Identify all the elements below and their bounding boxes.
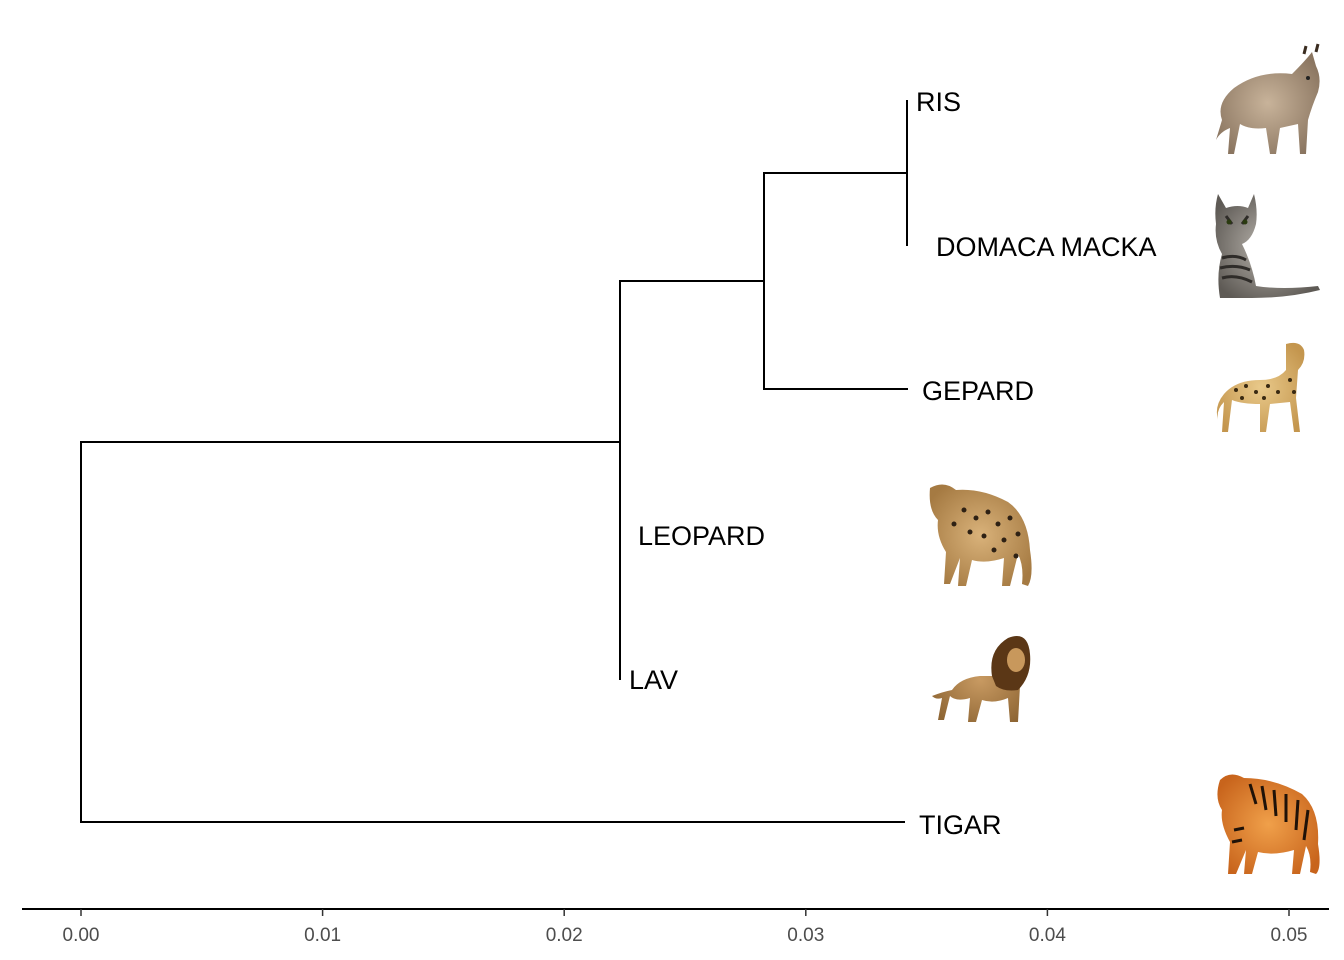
tip-label-lav: LAV [629,665,678,695]
x-axis: 0.00 0.01 0.02 0.03 0.04 0.05 [22,908,1329,946]
tip-label-tigar: TIGAR [919,810,1002,840]
lion-illustration [932,636,1031,722]
tip-label-leopard: LEOPARD [638,521,765,551]
x-axis-tick-label: 0.04 [1029,925,1066,946]
tip-label-gepard: GEPARD [922,376,1034,406]
x-axis-tick-label: 0.00 [63,925,100,946]
tabby-cat-illustration [1215,194,1320,298]
x-axis-tick-label: 0.05 [1271,925,1308,946]
x-axis-tick-label: 0.01 [304,925,341,946]
x-axis-ticks: 0.00 0.01 0.02 0.03 0.04 0.05 [63,909,1308,946]
tip-label-ris: RIS [916,87,961,117]
x-axis-tick-label: 0.02 [546,925,583,946]
tiger-illustration [1217,774,1320,874]
cheetah-illustration [1216,342,1305,432]
tip-label-domaca-macka: DOMACA MACKA [936,232,1157,262]
x-axis-tick-label: 0.03 [787,925,824,946]
leopard-illustration [929,484,1032,586]
tip-labels: RIS DOMACA MACKA GEPARD LEOPARD LAV TIGA… [629,87,1157,840]
branches [80,100,908,823]
lynx-illustration [1216,43,1320,154]
